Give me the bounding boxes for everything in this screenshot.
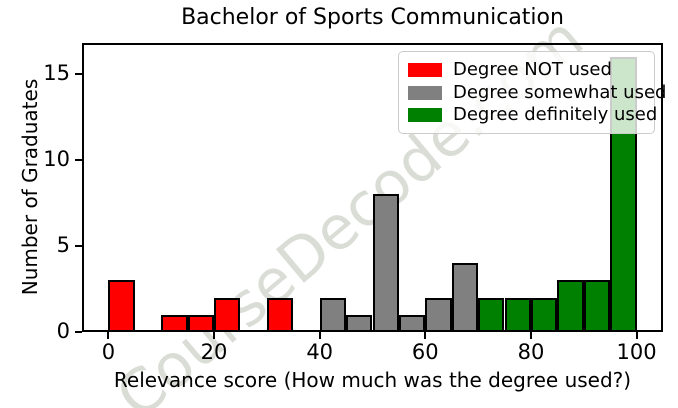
y-tick-label: 5	[56, 233, 70, 257]
histogram-bar	[425, 297, 452, 332]
plot-area	[82, 43, 663, 332]
legend-item-label: Degree definitely used	[453, 104, 658, 125]
legend-swatch-icon	[408, 63, 442, 77]
legend-item: Degree definitely used	[408, 104, 657, 126]
legend-item-label: Degree somewhat used	[453, 81, 667, 103]
x-tick-mark	[635, 332, 638, 339]
histogram-bar	[557, 280, 584, 332]
y-axis-label: Number of Graduates	[18, 78, 42, 296]
y-tick-label: 15	[43, 61, 70, 85]
x-tick-label: 20	[200, 340, 228, 364]
legend-swatch-icon	[408, 108, 442, 122]
histogram-bar	[266, 297, 294, 332]
x-tick-mark	[213, 332, 215, 339]
y-tick-mark	[75, 331, 82, 333]
y-tick-mark	[75, 245, 82, 247]
histogram-bar	[398, 314, 426, 332]
histogram-bar	[372, 194, 399, 332]
histogram-bar	[346, 314, 373, 332]
histogram-bar	[583, 280, 611, 332]
histogram-bar	[531, 297, 558, 332]
y-tick-label: 0	[56, 319, 70, 343]
x-tick-label: 100	[616, 340, 657, 364]
legend: Degree NOT used Degree somewhat used Degre…	[398, 51, 666, 134]
legend-swatch-icon	[408, 85, 442, 100]
x-tick-label: 60	[411, 340, 439, 364]
chart-title: Bachelor of Sports Communication	[181, 5, 564, 30]
y-tick-mark	[75, 159, 82, 161]
x-tick-mark	[318, 332, 321, 339]
histogram-bar	[187, 314, 214, 332]
histogram-bar	[214, 297, 241, 332]
x-axis-label: Relevance score (How much was the degree…	[113, 368, 632, 392]
histogram-bar	[478, 297, 505, 332]
histogram-bar	[319, 297, 347, 332]
x-tick-label: 80	[517, 340, 545, 364]
x-tick-label: 40	[306, 340, 334, 364]
legend-item-label: Degree NOT used	[453, 59, 612, 80]
histogram-bar	[451, 263, 479, 332]
histogram-bar	[108, 280, 135, 332]
legend-item: Degree somewhat used	[408, 82, 666, 104]
x-tick-mark	[107, 332, 110, 339]
histogram-bar	[161, 314, 188, 332]
x-tick-mark	[424, 332, 427, 339]
legend-item: Degree NOT used	[408, 59, 644, 81]
x-tick-label: 0	[101, 340, 116, 364]
y-tick-label: 10	[43, 147, 70, 171]
x-tick-mark	[530, 332, 532, 339]
histogram-bar	[504, 297, 531, 332]
y-tick-mark	[75, 73, 82, 75]
